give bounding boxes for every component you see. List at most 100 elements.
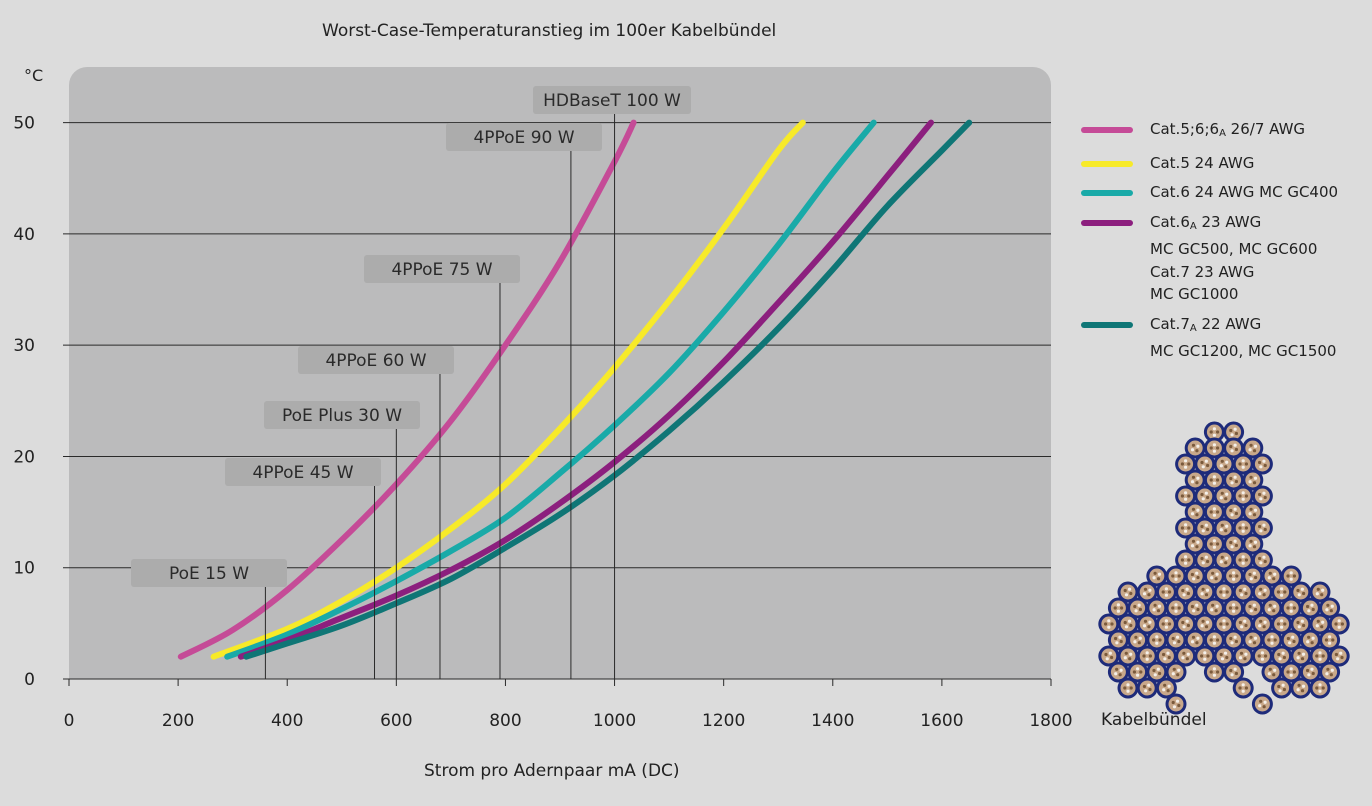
cable-pair bbox=[1212, 481, 1216, 485]
series-line-5 bbox=[243, 119, 973, 660]
cable-core bbox=[1197, 616, 1213, 632]
cable-core bbox=[1331, 616, 1347, 632]
cable-pair bbox=[1230, 673, 1234, 677]
cable-pair bbox=[1142, 592, 1147, 596]
cable-pair bbox=[1113, 606, 1117, 610]
cable-pair bbox=[1233, 635, 1237, 639]
cable-pair bbox=[1315, 654, 1319, 658]
cable-pair bbox=[1273, 604, 1277, 608]
cable-core bbox=[1149, 632, 1165, 648]
legend-swatch bbox=[1081, 127, 1133, 133]
cable-pair bbox=[1209, 478, 1213, 482]
cable bbox=[1251, 693, 1273, 715]
cable-pair bbox=[1238, 620, 1242, 625]
cable bbox=[1223, 421, 1245, 443]
cable-core bbox=[1206, 424, 1222, 440]
cable-pair bbox=[1316, 587, 1320, 591]
cable-pair bbox=[1116, 609, 1120, 613]
cable-core bbox=[1197, 584, 1213, 600]
cable-pair bbox=[1263, 495, 1267, 500]
cable-pair bbox=[1270, 641, 1274, 645]
cable-pair bbox=[1123, 620, 1127, 625]
cable bbox=[1223, 501, 1245, 523]
cable-pair bbox=[1153, 673, 1157, 677]
cable-pair bbox=[1340, 655, 1344, 660]
cable-core bbox=[1168, 568, 1184, 584]
cable-pair bbox=[1225, 556, 1229, 560]
cable-pair bbox=[1244, 652, 1248, 656]
cable-core bbox=[1235, 584, 1251, 600]
cable-pair bbox=[1196, 508, 1200, 512]
cable-pair bbox=[1205, 620, 1210, 624]
legend-label: MC GC1000 bbox=[1150, 285, 1239, 303]
cable-pair bbox=[1191, 475, 1196, 479]
cable-core bbox=[1293, 680, 1309, 696]
cable-pair bbox=[1104, 652, 1108, 657]
cable-core bbox=[1254, 552, 1270, 568]
cable-pair bbox=[1209, 510, 1213, 514]
cable bbox=[1146, 661, 1168, 683]
cable-pair bbox=[1297, 683, 1301, 687]
series-line-1 bbox=[177, 119, 637, 660]
cable-pair bbox=[1248, 544, 1252, 548]
y-tick-label: 40 bbox=[13, 225, 35, 245]
cable-pair bbox=[1331, 638, 1335, 642]
cable-core bbox=[1168, 696, 1184, 712]
cable-core bbox=[1226, 600, 1242, 616]
cable-core bbox=[1235, 552, 1251, 568]
cable-pair bbox=[1289, 603, 1293, 607]
cable-pair bbox=[1233, 507, 1237, 511]
cable bbox=[1261, 629, 1283, 651]
cable-pair bbox=[1337, 619, 1341, 623]
cable bbox=[1203, 533, 1225, 555]
cable-core bbox=[1216, 520, 1232, 536]
cable-core bbox=[1283, 600, 1299, 616]
cable-core bbox=[1197, 456, 1213, 472]
cable-core bbox=[1226, 536, 1242, 552]
cable-pair bbox=[1244, 623, 1248, 628]
cable-pair bbox=[1171, 574, 1175, 578]
cable-core bbox=[1302, 632, 1318, 648]
cable-pair bbox=[1253, 636, 1258, 640]
cable-pair bbox=[1120, 606, 1124, 610]
cable-pair bbox=[1171, 672, 1175, 676]
cable-pair bbox=[1181, 620, 1185, 625]
cable-pair bbox=[1129, 686, 1133, 690]
cable-core bbox=[1130, 664, 1146, 680]
cable-pair bbox=[1186, 652, 1190, 656]
cable-pair bbox=[1152, 668, 1156, 673]
cable-pair bbox=[1283, 622, 1287, 626]
cable-pair bbox=[1316, 619, 1320, 623]
plot-area bbox=[69, 67, 1051, 699]
cable-pair bbox=[1259, 587, 1263, 591]
cable-core bbox=[1158, 616, 1174, 632]
cable-pair bbox=[1216, 638, 1220, 642]
cable-pair bbox=[1152, 638, 1156, 642]
cable-pair bbox=[1289, 667, 1293, 671]
cable-core bbox=[1322, 632, 1338, 648]
cable-core bbox=[1302, 664, 1318, 680]
cable-pair bbox=[1201, 587, 1205, 591]
cable-pair bbox=[1225, 655, 1229, 660]
cable-pair bbox=[1321, 588, 1325, 592]
cable-pair bbox=[1212, 513, 1216, 517]
cable-core bbox=[1312, 648, 1328, 664]
cable-pair bbox=[1164, 625, 1168, 629]
cable-pair bbox=[1147, 625, 1151, 629]
cable-pair bbox=[1289, 577, 1293, 581]
cable-core bbox=[1149, 600, 1165, 616]
cable bbox=[1261, 597, 1283, 619]
cable-pair bbox=[1203, 651, 1207, 655]
cable-core bbox=[1254, 520, 1270, 536]
cable-pair bbox=[1248, 640, 1252, 644]
annotation-label: 4PPoE 60 W bbox=[325, 351, 426, 371]
cable-pair bbox=[1129, 623, 1133, 628]
cable-pair bbox=[1184, 555, 1188, 559]
cable-pair bbox=[1182, 625, 1186, 629]
cable-pair bbox=[1210, 608, 1214, 612]
cable-pair bbox=[1258, 624, 1262, 628]
cable-core bbox=[1168, 600, 1184, 616]
cable-pair bbox=[1263, 527, 1267, 532]
cable-pair bbox=[1225, 460, 1229, 464]
cable-core bbox=[1110, 632, 1126, 648]
